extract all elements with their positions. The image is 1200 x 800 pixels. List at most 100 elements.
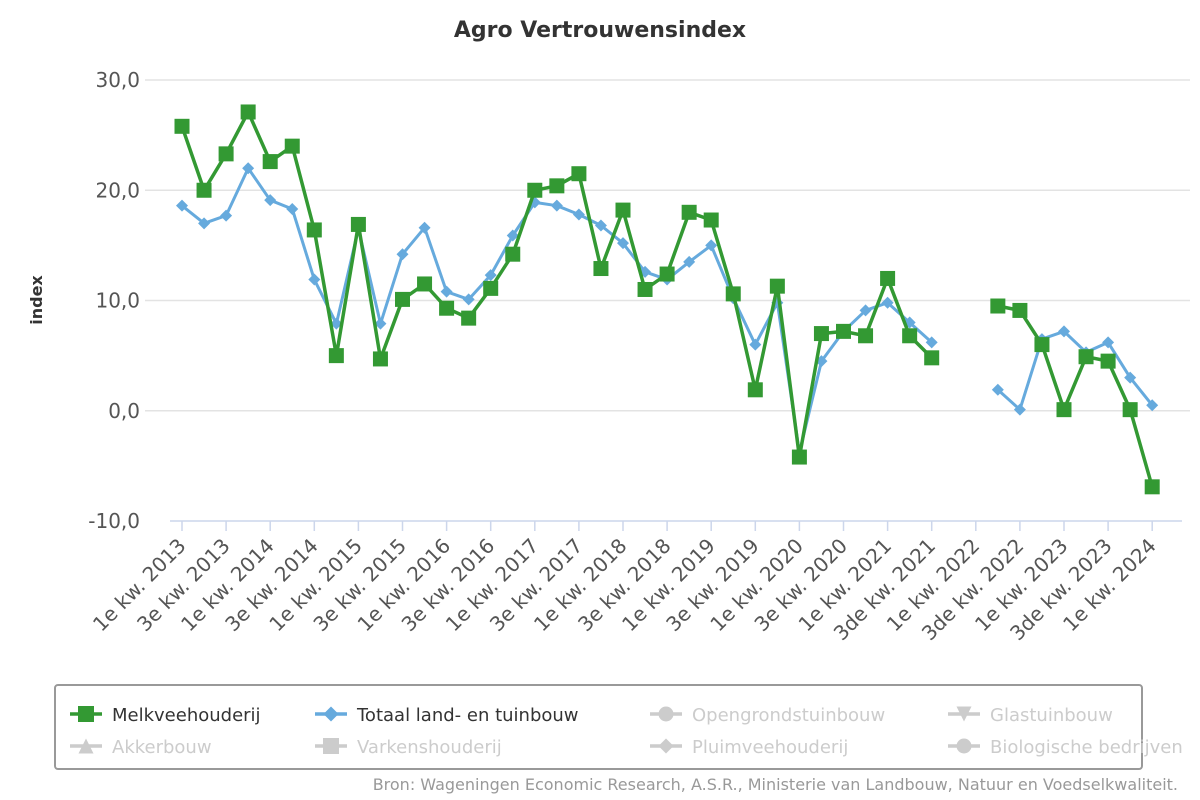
data-point[interactable] xyxy=(395,291,410,307)
data-point[interactable] xyxy=(1124,371,1137,384)
legend-item-totaal-land-en-tuinbouw[interactable]: Totaal land- en tuinbouw xyxy=(315,705,579,726)
data-point[interactable] xyxy=(350,216,366,232)
grid-lines xyxy=(145,79,1190,412)
data-point[interactable] xyxy=(859,304,872,317)
data-point[interactable] xyxy=(505,246,521,262)
data-point[interactable] xyxy=(791,449,807,465)
data-point[interactable] xyxy=(681,204,697,220)
legend-item-glastuinbouw[interactable]: Glastuinbouw xyxy=(948,705,1113,726)
legend-box xyxy=(54,684,1143,770)
legend-marker xyxy=(956,738,972,754)
data-point[interactable] xyxy=(461,310,477,326)
data-point[interactable] xyxy=(240,104,256,120)
data-point[interactable] xyxy=(328,348,344,364)
legend-item-opengrondstuinbouw[interactable]: Opengrondstuinbouw xyxy=(650,705,885,726)
data-point[interactable] xyxy=(372,351,388,367)
data-point[interactable] xyxy=(176,199,188,212)
data-point[interactable] xyxy=(462,293,475,306)
data-point[interactable] xyxy=(218,146,234,162)
data-point[interactable] xyxy=(1012,302,1028,318)
data-point[interactable] xyxy=(306,222,322,238)
data-point[interactable] xyxy=(527,182,543,198)
data-point[interactable] xyxy=(198,217,211,230)
data-point[interactable] xyxy=(396,248,409,261)
data-point[interactable] xyxy=(571,166,587,182)
data-point[interactable] xyxy=(1146,399,1159,412)
data-point[interactable] xyxy=(683,255,696,268)
legend-marker xyxy=(956,706,972,722)
data-point[interactable] xyxy=(374,317,387,330)
data-point[interactable] xyxy=(637,281,653,297)
y-tick-label: -10,0 xyxy=(88,509,140,533)
data-point[interactable] xyxy=(286,202,299,215)
data-point[interactable] xyxy=(858,328,874,344)
data-point[interactable] xyxy=(484,269,497,282)
data-point[interactable] xyxy=(196,182,212,198)
data-point[interactable] xyxy=(659,266,675,282)
data-point[interactable] xyxy=(264,194,277,207)
data-point[interactable] xyxy=(284,138,300,154)
y-tick-label: 30,0 xyxy=(95,68,140,92)
data-point[interactable] xyxy=(418,221,431,234)
legend-item-varkenshouderij[interactable]: Varkenshouderij xyxy=(315,737,502,758)
data-point[interactable] xyxy=(881,296,894,309)
data-point[interactable] xyxy=(308,273,321,286)
data-point[interactable] xyxy=(572,208,585,221)
data-point[interactable] xyxy=(483,280,499,296)
legend-item-akkerbouw[interactable]: Akkerbouw xyxy=(70,737,212,758)
legend-item-pluimveehouderij[interactable]: Pluimveehouderij xyxy=(650,737,848,758)
data-point[interactable] xyxy=(220,209,233,222)
data-point[interactable] xyxy=(924,350,940,366)
data-point[interactable] xyxy=(1144,479,1160,495)
legend-marker xyxy=(78,738,94,754)
data-point[interactable] xyxy=(1100,353,1116,369)
series-plot-area xyxy=(174,104,1160,495)
data-point[interactable] xyxy=(174,118,190,134)
data-point[interactable] xyxy=(925,336,938,349)
data-point[interactable] xyxy=(330,317,343,330)
legend-item-biologische-bedrijven[interactable]: Biologische bedrijven xyxy=(948,737,1183,758)
data-point[interactable] xyxy=(1058,325,1070,338)
legend[interactable]: Melkveehouderij Totaal land- en tuinbouw O… xyxy=(54,684,1183,770)
data-point[interactable] xyxy=(813,326,829,342)
series-line-melkveehouderij xyxy=(180,110,1154,488)
data-point[interactable] xyxy=(747,382,763,398)
data-point[interactable] xyxy=(550,199,563,212)
data-point[interactable] xyxy=(549,178,565,194)
data-point[interactable] xyxy=(1078,349,1094,365)
data-point[interactable] xyxy=(749,338,762,351)
data-point[interactable] xyxy=(1102,336,1115,349)
data-point[interactable] xyxy=(262,154,278,170)
data-point[interactable] xyxy=(1013,403,1026,416)
data-point[interactable] xyxy=(440,285,453,298)
data-point[interactable] xyxy=(439,300,455,316)
data-point[interactable] xyxy=(417,276,433,292)
data-point[interactable] xyxy=(242,162,255,175)
y-axis-ticks: 30,0 20,0 10,0 0,0 -10,0 xyxy=(88,68,140,533)
data-point[interactable] xyxy=(836,323,851,339)
data-point[interactable] xyxy=(615,202,631,218)
data-point[interactable] xyxy=(880,270,896,286)
source-credit[interactable]: Bron: Wageningen Economic Research, A.S.… xyxy=(373,775,1178,794)
y-tick-label: 0,0 xyxy=(108,399,140,423)
data-point[interactable] xyxy=(593,261,609,277)
legend-marker xyxy=(323,738,339,754)
data-point[interactable] xyxy=(594,219,607,232)
data-point[interactable] xyxy=(617,237,629,250)
data-point[interactable] xyxy=(769,278,785,294)
data-point[interactable] xyxy=(1122,402,1138,418)
data-point[interactable] xyxy=(991,383,1004,396)
legend-item-melkveehouderij[interactable]: Melkveehouderij xyxy=(70,705,261,726)
legend-marker xyxy=(658,738,674,754)
data-point[interactable] xyxy=(1056,402,1072,418)
data-point[interactable] xyxy=(902,328,918,344)
data-point[interactable] xyxy=(703,212,719,228)
data-point[interactable] xyxy=(725,286,741,302)
data-point[interactable] xyxy=(705,239,718,252)
data-point[interactable] xyxy=(1034,337,1050,353)
data-point[interactable] xyxy=(506,229,519,242)
y-tick-label: 10,0 xyxy=(95,289,140,313)
legend-label: Melkveehouderij xyxy=(112,705,261,726)
data-point[interactable] xyxy=(990,298,1006,314)
